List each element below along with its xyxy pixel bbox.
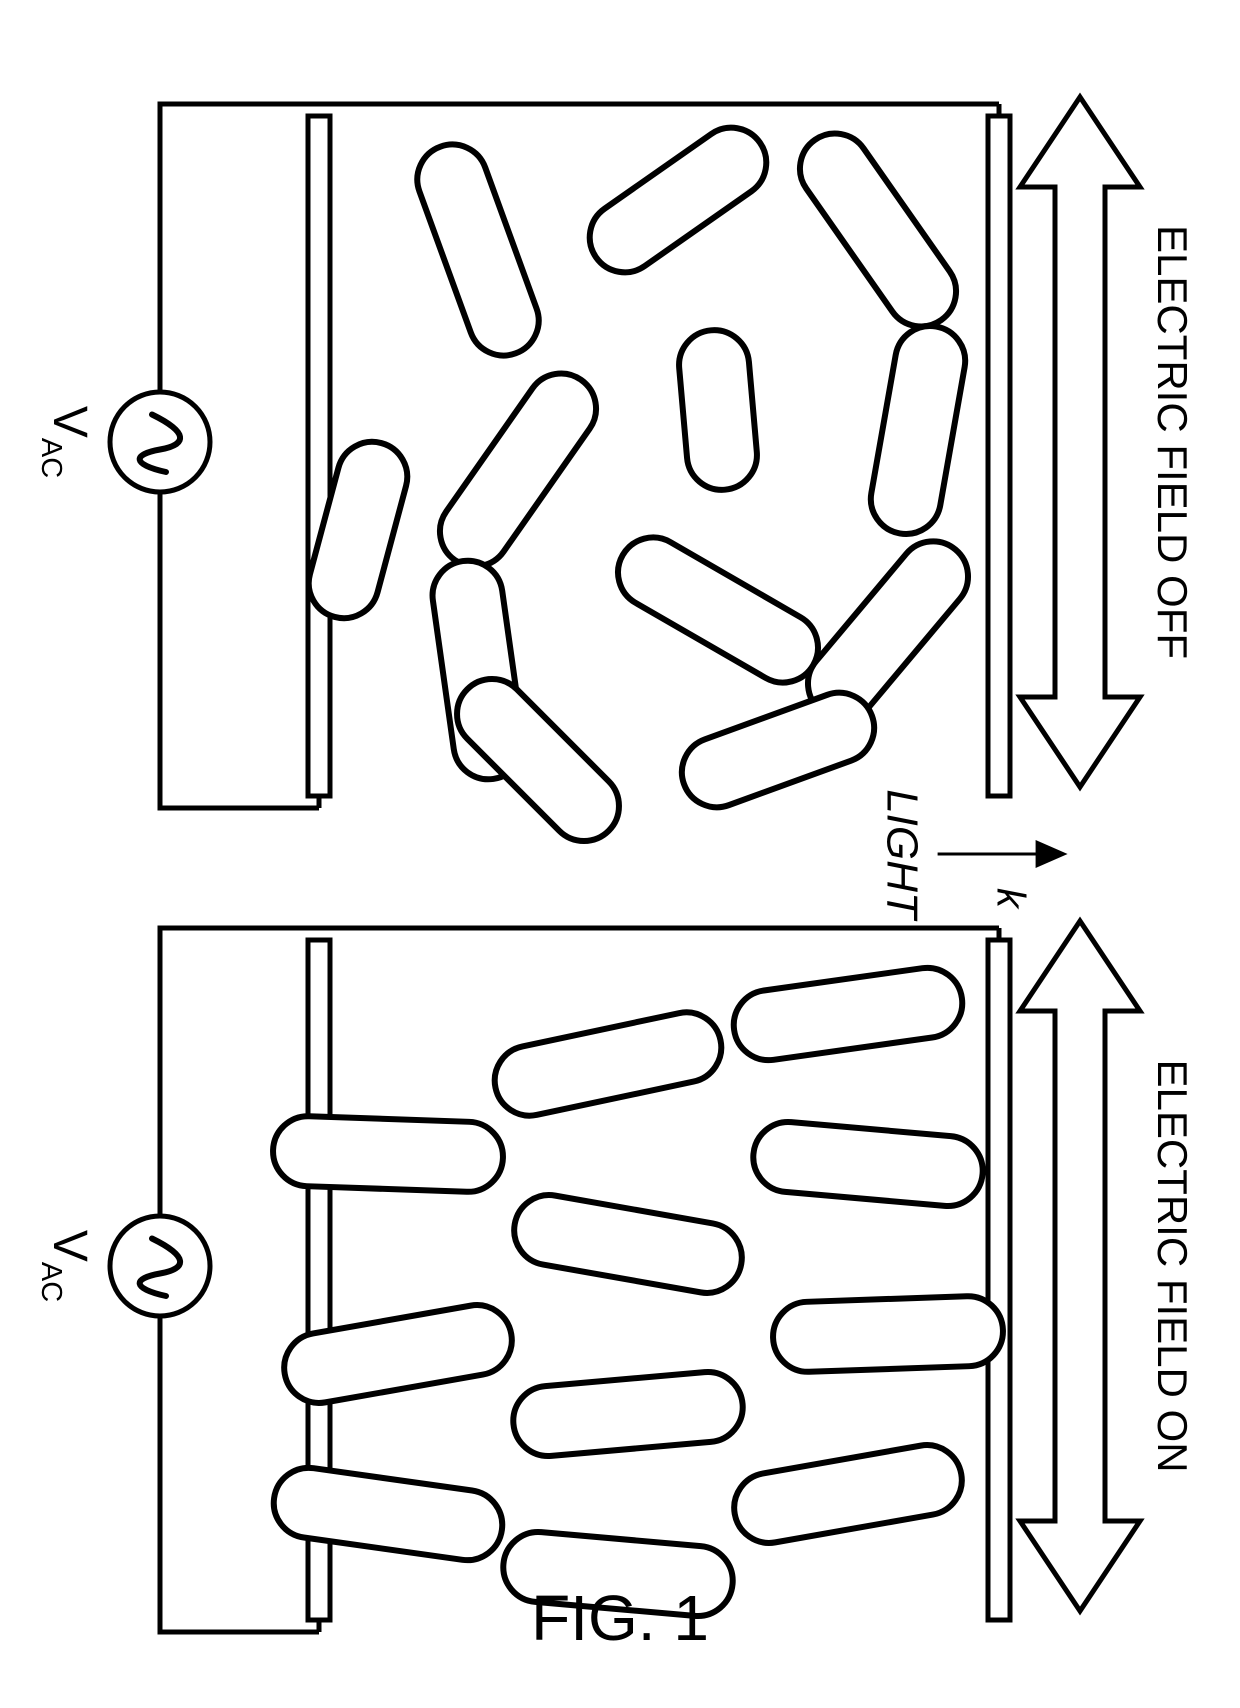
ac-source-on xyxy=(110,1216,210,1316)
rotated-root: ELECTRIC FIELD OFF ELECTRIC FIELD ON VAC VA… xyxy=(35,97,1196,1632)
rod-off-3 xyxy=(576,114,780,286)
rod-off-6 xyxy=(672,683,884,817)
rod-on-4 xyxy=(488,1006,728,1122)
panel-title-off: ELECTRIC FIELD OFF xyxy=(1149,225,1196,659)
rod-off-1 xyxy=(865,321,970,540)
rod-on-2 xyxy=(772,1295,1004,1373)
light-label: LIGHT xyxy=(878,789,927,922)
k-label: k xyxy=(989,888,1033,910)
rod-on-10 xyxy=(269,1463,507,1564)
rod-on-1 xyxy=(750,1119,985,1209)
figure-root: ELECTRIC FIELD OFF ELECTRIC FIELD ON VAC VA… xyxy=(0,0,1240,1708)
rod-on-8 xyxy=(272,1115,504,1193)
rods-on xyxy=(269,963,1004,1619)
electrode-bottom-off xyxy=(308,116,330,796)
panel-title-on: ELECTRIC FIELD ON xyxy=(1149,1059,1196,1472)
rod-off-5 xyxy=(605,525,831,696)
rod-on-6 xyxy=(510,1369,745,1459)
rod-on-3 xyxy=(729,1440,968,1549)
rod-on-5 xyxy=(509,1190,748,1299)
rod-off-0 xyxy=(786,120,970,340)
wire-right-off xyxy=(160,492,319,808)
double-arrow-on xyxy=(1020,921,1140,1611)
rod-off-8 xyxy=(426,360,610,580)
k-arrow-head xyxy=(1036,840,1068,868)
electrode-top-on xyxy=(988,940,1010,1620)
electrode-top-off xyxy=(988,116,1010,796)
rods-off xyxy=(301,114,982,855)
rod-on-0 xyxy=(729,963,967,1064)
double-arrow-off xyxy=(1020,97,1140,787)
ac-label-on: VAC xyxy=(35,1230,96,1302)
figure-caption: FIG. 1 xyxy=(531,1582,709,1654)
ac-source-off xyxy=(110,392,210,492)
rod-off-4 xyxy=(676,327,760,492)
rod-off-7 xyxy=(407,135,548,366)
ac-label-off: VAC xyxy=(35,406,96,478)
